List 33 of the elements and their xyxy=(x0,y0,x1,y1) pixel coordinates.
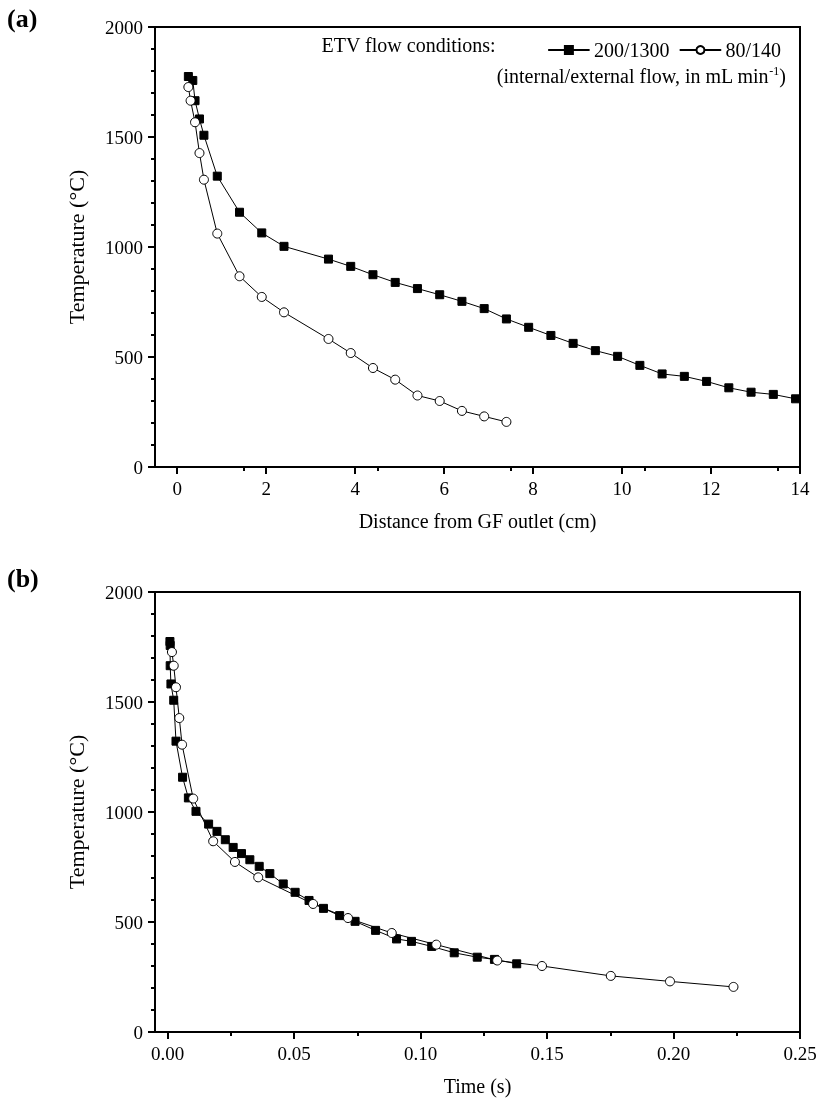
legend-title: ETV flow conditions: xyxy=(321,34,496,56)
x-axis-title: Distance from GF outlet (cm) xyxy=(358,510,597,533)
chart-title: (b) xyxy=(7,563,39,593)
x-tick-label: 2 xyxy=(261,478,271,499)
y-tick-label: 1500 xyxy=(105,691,143,713)
x-tick-label: 0.15 xyxy=(530,1043,564,1064)
y-tick-label: 1000 xyxy=(105,801,143,823)
x-tick-label: 0.00 xyxy=(151,1043,185,1064)
x-tick-label: 0.25 xyxy=(783,1043,817,1064)
y-tick-label: 0 xyxy=(133,1021,143,1043)
x-tick-label: 14 xyxy=(790,478,810,499)
x-tick-label: 8 xyxy=(528,478,538,499)
y-tick-label: 1000 xyxy=(105,236,143,258)
chart-title: (a) xyxy=(7,3,38,33)
y-tick-label: 1500 xyxy=(105,126,143,148)
y-tick-label: 0 xyxy=(133,456,143,478)
y-axis-title: Temperature (°C) xyxy=(63,169,89,325)
x-tick-label: 0.10 xyxy=(403,1043,438,1064)
y-tick-label: 2000 xyxy=(105,16,143,38)
legend-label: 200/1300 xyxy=(593,39,670,61)
y-tick-label: 500 xyxy=(114,911,143,933)
legend-label: 80/140 xyxy=(725,39,782,61)
x-tick-label: 0.05 xyxy=(277,1043,311,1064)
x-tick-label: 0 xyxy=(172,478,182,499)
y-axis-title: Temperature (°C) xyxy=(63,734,89,890)
x-tick-label: 4 xyxy=(350,478,361,499)
y-tick-label: 2000 xyxy=(105,581,143,603)
x-tick-label: 12 xyxy=(701,478,721,499)
x-tick-label: 6 xyxy=(439,478,449,499)
x-tick-label: 0.20 xyxy=(656,1043,691,1064)
y-tick-label: 500 xyxy=(114,346,143,368)
x-axis-title: Time (s) xyxy=(443,1075,512,1098)
x-tick-label: 10 xyxy=(612,478,632,499)
